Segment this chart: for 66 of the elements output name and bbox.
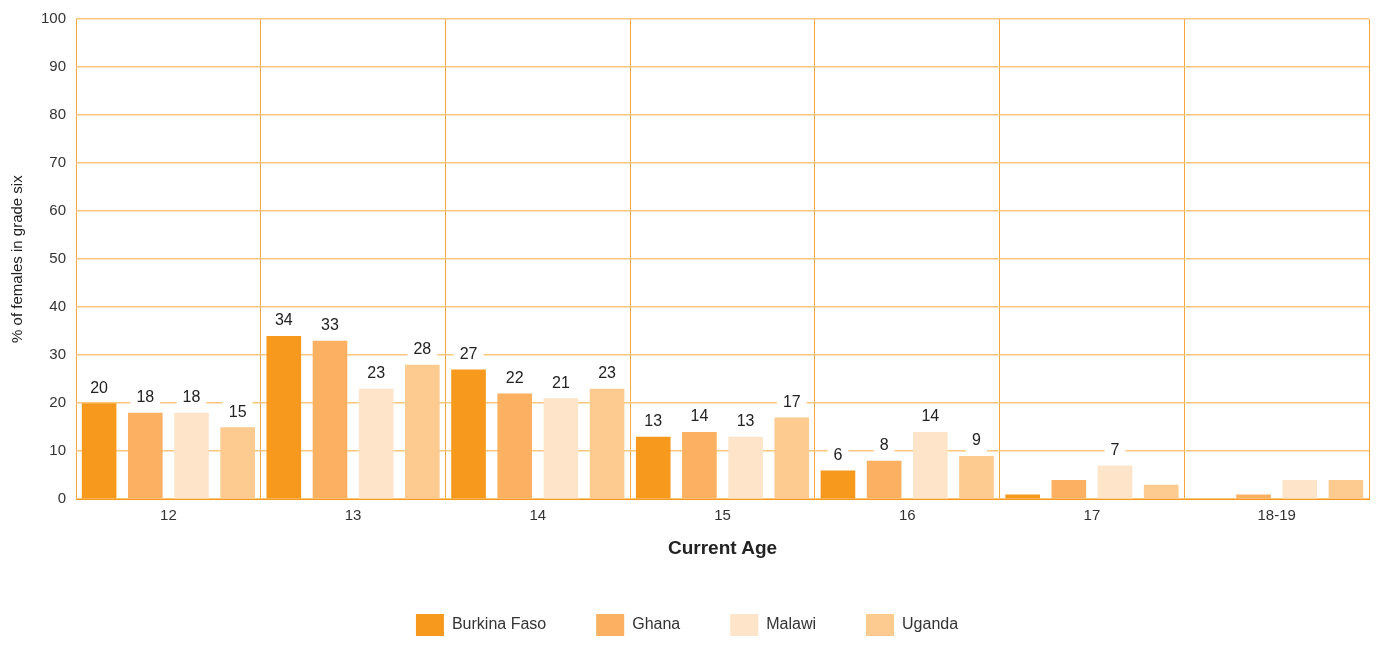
bar	[1097, 465, 1133, 499]
data-label: 23	[367, 364, 386, 382]
y-tick-label: 60	[49, 201, 67, 219]
bar	[127, 412, 163, 499]
x-tick-label: 12	[160, 506, 177, 524]
bar	[1236, 494, 1271, 499]
data-label: 6	[833, 445, 843, 463]
data-label: 7	[1110, 440, 1120, 458]
legend-label: Ghana	[632, 615, 681, 633]
y-tick-label: 20	[49, 393, 67, 411]
data-label: 17	[782, 392, 801, 410]
data-label: 27	[459, 344, 478, 362]
data-label: 23	[598, 364, 617, 382]
bar	[728, 436, 763, 499]
data-label: 14	[690, 407, 709, 425]
legend-label: Burkina Faso	[451, 615, 547, 633]
x-axis-title: Current Age	[667, 536, 778, 558]
legend-label: Uganda	[902, 615, 959, 633]
x-tick-label: 15	[714, 506, 731, 524]
y-tick-label: 10	[49, 441, 67, 459]
bar	[312, 340, 348, 499]
x-tick-label: 16	[898, 506, 916, 524]
bar	[774, 417, 810, 499]
y-tick-label: 0	[57, 489, 67, 507]
x-tick-label: 17	[1083, 506, 1101, 524]
bar	[1282, 479, 1318, 499]
data-label: 13	[736, 412, 755, 430]
data-label: 18	[182, 388, 201, 406]
y-tick-label: 30	[49, 345, 67, 363]
bar	[497, 393, 533, 499]
bar	[1143, 484, 1179, 499]
data-label: 18	[136, 388, 155, 406]
bar	[543, 398, 579, 499]
bar	[866, 460, 902, 499]
data-label: 33	[321, 316, 339, 334]
y-tick-label: 90	[49, 57, 67, 75]
data-label: 21	[551, 373, 570, 391]
bar	[1328, 479, 1364, 499]
bar	[358, 388, 394, 499]
bar	[1051, 479, 1087, 499]
data-label: 15	[228, 402, 247, 420]
y-tick-label: 80	[49, 105, 67, 123]
x-tick-label: 13	[344, 506, 362, 524]
data-label: 13	[644, 412, 663, 430]
y-tick-label: 40	[49, 297, 67, 315]
y-tick-label: 100	[41, 9, 67, 27]
data-label: 9	[972, 431, 982, 449]
y-axis-title: % of females in grade six	[8, 174, 26, 343]
y-tick-label: 50	[49, 249, 67, 267]
bar	[589, 388, 625, 499]
bar	[174, 412, 209, 499]
bar	[959, 455, 994, 499]
legend-label: Malawi	[766, 615, 817, 633]
data-label: 14	[921, 407, 940, 425]
data-label: 20	[90, 378, 109, 396]
data-label: 28	[413, 340, 432, 358]
y-tick-label: 70	[49, 153, 67, 171]
data-label: 8	[879, 436, 889, 454]
bar	[405, 364, 440, 499]
bar	[220, 427, 255, 499]
x-tick-label: 18-19	[1257, 506, 1296, 524]
bar	[913, 431, 948, 499]
bar	[682, 431, 717, 499]
data-label: 34	[274, 311, 293, 329]
data-label: 22	[505, 368, 524, 386]
x-tick-label: 14	[529, 506, 547, 524]
